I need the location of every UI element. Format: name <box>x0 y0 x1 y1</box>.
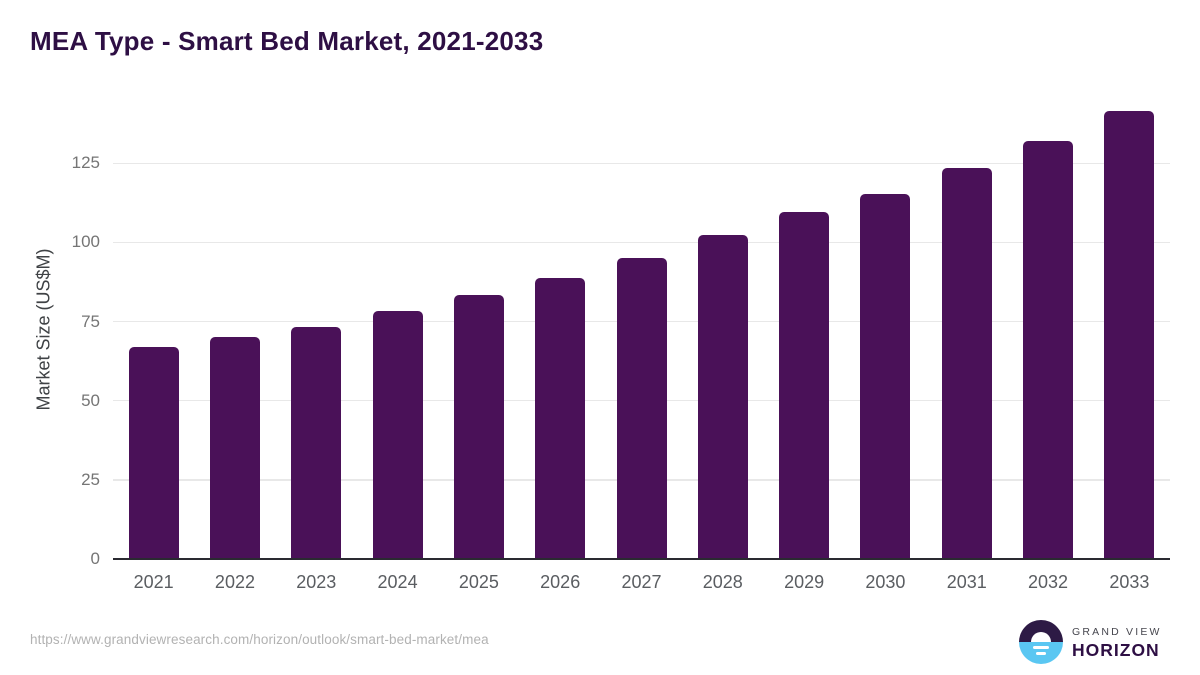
y-tick-label-0: 0 <box>90 549 100 568</box>
sun-reflection-line-2 <box>1036 651 1046 655</box>
x-tick-label-2028: 2028 <box>702 572 743 592</box>
bar-2027[interactable] <box>616 257 667 559</box>
x-axis-tick-labels: 2021 2022 2023 2024 2025 2026 2027 2028 2029 2030… <box>113 572 1170 600</box>
sun-reflection-line-1 <box>1033 645 1049 649</box>
bar-2033[interactable] <box>1104 110 1155 559</box>
y-tick-label-125: 125 <box>71 153 100 173</box>
bar-2026[interactable] <box>535 277 586 559</box>
sun-dome-shape <box>1031 632 1051 642</box>
bar-2022[interactable] <box>209 337 260 559</box>
bar-2023[interactable] <box>291 326 342 559</box>
x-tick-label-2027: 2027 <box>621 572 662 592</box>
x-tick-label-2029: 2029 <box>784 572 825 592</box>
logo-text: GRAND VIEW HORIZON <box>1072 626 1162 661</box>
bar-2029[interactable] <box>779 211 830 559</box>
bar-2032[interactable] <box>1023 141 1074 559</box>
plot-area <box>113 100 1170 560</box>
x-tick-label-2022: 2022 <box>214 572 255 592</box>
bar-2024[interactable] <box>372 311 423 559</box>
bar-2030[interactable] <box>860 193 911 559</box>
chart-title: MEA Type - Smart Bed Market, 2021-2033 <box>30 26 544 56</box>
logo-product-name: HORIZON <box>1072 640 1160 660</box>
x-tick-label-2025: 2025 <box>458 572 499 592</box>
x-tick-label-2026: 2026 <box>540 572 581 592</box>
logo-brand-name: GRAND VIEW <box>1072 626 1162 638</box>
y-axis-tick-labels: 0 25 50 75 100 125 <box>0 100 100 568</box>
x-tick-label-2032: 2032 <box>1028 572 1069 592</box>
x-tick-label-2021: 2021 <box>133 572 174 592</box>
bar-2028[interactable] <box>697 235 748 559</box>
y-tick-label-50: 50 <box>81 390 100 410</box>
grand-view-horizon-logo: GRAND VIEW HORIZON <box>1019 620 1169 666</box>
x-axis-line <box>113 558 1170 560</box>
bar-2031[interactable] <box>941 167 992 559</box>
x-tick-label-2031: 2031 <box>946 572 987 592</box>
x-tick-label-2030: 2030 <box>865 572 906 592</box>
horizon-sun-icon <box>1019 620 1063 664</box>
bar-2025[interactable] <box>453 295 504 559</box>
gridline-125 <box>113 162 1170 165</box>
y-tick-label-100: 100 <box>71 232 100 252</box>
y-tick-label-75: 75 <box>81 311 100 331</box>
gridline-100 <box>113 241 1170 244</box>
y-tick-label-25: 25 <box>81 469 100 489</box>
x-tick-label-2023: 2023 <box>296 572 337 592</box>
x-tick-label-2033: 2033 <box>1109 572 1150 592</box>
x-tick-label-2024: 2024 <box>377 572 418 592</box>
source-url: https://www.grandviewresearch.com/horizo… <box>30 632 489 647</box>
bar-2021[interactable] <box>128 347 179 559</box>
